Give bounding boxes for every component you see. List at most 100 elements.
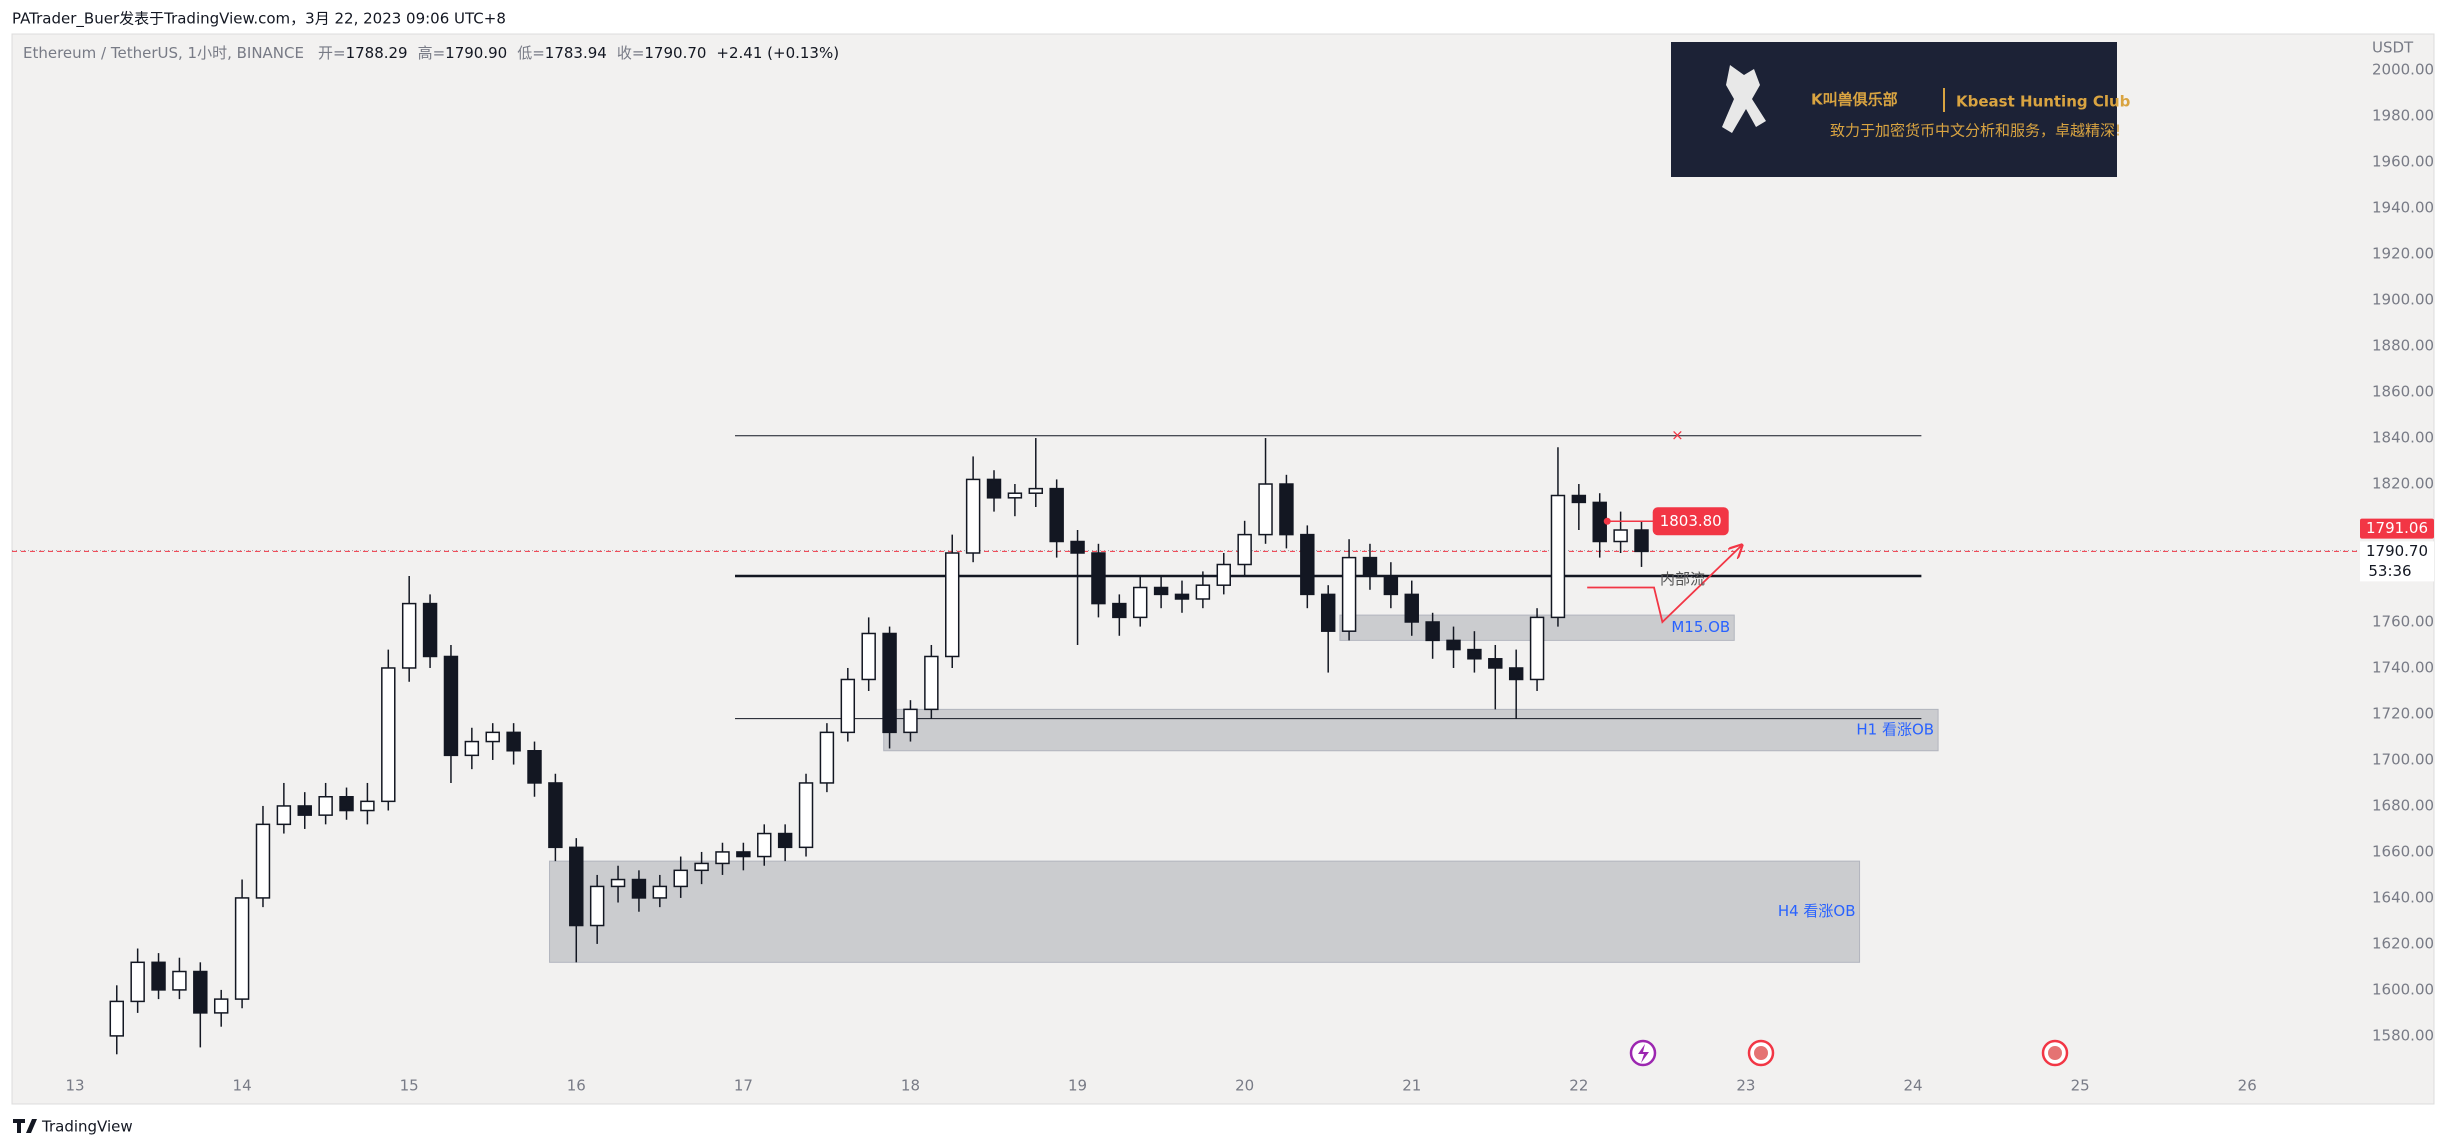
y-tick-label: 1700.00	[2372, 750, 2434, 768]
x-tick-label: 25	[2071, 1077, 2090, 1095]
zone-label: H1 看涨OB	[1856, 721, 1934, 739]
candle-body	[1153, 586, 1169, 596]
legend-key: 高=	[418, 44, 446, 62]
x-tick-label: 15	[400, 1077, 419, 1095]
candle-body	[422, 602, 438, 658]
footer: TradingView	[41, 1118, 133, 1136]
candle-body	[736, 851, 751, 858]
candle-body	[589, 885, 605, 927]
alert-label: 1803.80	[1660, 512, 1722, 530]
candle-body	[130, 961, 145, 1003]
logo-tagline: 致力于加密货币中文分析和服务，卓越精深!	[1830, 122, 2121, 140]
legend-value: 1790.90	[445, 44, 507, 62]
candle-body	[1467, 648, 1482, 660]
countdown: 53:36	[2368, 562, 2411, 580]
candle-body	[903, 708, 918, 734]
candle-body	[986, 478, 1002, 499]
legend-value: 1783.94	[545, 44, 607, 62]
candle-body	[527, 750, 542, 784]
logo-banner: K叫兽俱乐部 Kbeast Hunting Club 致力于加密货币中文分析和服…	[1671, 42, 2131, 177]
candle-body	[1300, 533, 1315, 596]
x-tick-label: 17	[734, 1077, 753, 1095]
header: PATrader_Buer发表于TradingView.com，3月 22, 2…	[12, 10, 506, 29]
candle-body	[1383, 575, 1399, 596]
event-icon-glyph	[1754, 1046, 1768, 1060]
logo-figure	[1722, 65, 1766, 133]
x-tick-label: 23	[1736, 1077, 1755, 1095]
zone-label: H4 看涨OB	[1778, 902, 1856, 920]
candle-body	[882, 632, 897, 734]
candle-body	[1529, 616, 1545, 681]
candle-body	[318, 795, 333, 816]
candle-body	[1007, 492, 1023, 499]
candle-body	[1049, 487, 1064, 543]
y-tick-label: 1640.00	[2372, 888, 2434, 906]
y-tick-label: 1600.00	[2372, 980, 2434, 998]
candle-body	[1195, 584, 1211, 600]
candle-body	[548, 782, 563, 849]
event-icon-glyph	[1638, 1044, 1649, 1063]
candle-body	[297, 805, 312, 816]
candle-body	[1446, 639, 1461, 651]
symbol-legend: Ethereum / TetherUS, 1小时, BINANCE 开=1788.…	[23, 44, 839, 62]
candle-body	[1488, 658, 1503, 669]
order-block-zone	[883, 708, 1939, 752]
candle-body	[652, 885, 668, 899]
cross-marker: ×	[1671, 426, 1684, 444]
candle-body	[610, 878, 626, 888]
x-tick-label: 16	[567, 1077, 586, 1095]
logo-title: K叫兽俱乐部	[1811, 91, 1898, 109]
y-tick-label: 1660.00	[2372, 842, 2434, 860]
candle-body	[1341, 556, 1357, 632]
y-tick-label: 2000.00	[2372, 61, 2434, 79]
candle-body	[193, 970, 208, 1014]
candle-body	[1571, 494, 1587, 504]
candle-body	[798, 782, 814, 849]
symbol: Ethereum / TetherUS, 1小时, BINANCE	[23, 44, 304, 62]
candle-body	[631, 878, 647, 899]
candle-body	[1404, 593, 1419, 623]
event-icons	[1629, 1039, 2069, 1067]
candle-body	[569, 846, 584, 927]
candle-body	[234, 897, 250, 1000]
candle-body	[757, 832, 772, 858]
candle-body	[213, 998, 229, 1014]
zone-label: M15.OB	[1671, 618, 1730, 636]
candle-body	[339, 795, 354, 812]
legend-value: 1790.70	[644, 44, 706, 62]
candle-body	[1091, 552, 1106, 605]
candle-body	[924, 655, 939, 711]
legend-key: 收=	[617, 44, 645, 62]
legend-key: 开=	[318, 44, 346, 62]
y-tick-label: 1720.00	[2372, 704, 2434, 722]
candle-body	[840, 678, 856, 734]
candle-body	[464, 740, 480, 757]
x-tick-label: 24	[1903, 1077, 1922, 1095]
candle-body	[819, 731, 835, 784]
footer-logo	[13, 1119, 37, 1133]
y-tick-label: 1860.00	[2372, 383, 2434, 401]
legend-key: 低=	[517, 44, 545, 62]
candle-body	[1425, 621, 1440, 642]
candle-body	[1216, 563, 1231, 586]
candle-body	[1112, 602, 1127, 619]
candle-body	[673, 869, 688, 888]
candle-body	[506, 731, 521, 752]
projection-label: 内部流	[1660, 570, 1705, 588]
x-tick-label: 20	[1235, 1077, 1254, 1095]
candle-body	[715, 851, 730, 865]
x-tick-label: 26	[2238, 1077, 2257, 1095]
y-tick-label: 1900.00	[2372, 291, 2434, 309]
y-tick-label: 1740.00	[2372, 658, 2434, 676]
x-tick-label: 18	[901, 1077, 920, 1095]
candle-body	[276, 805, 292, 826]
y-tick-label: 1820.00	[2372, 475, 2434, 493]
candle-body	[151, 961, 166, 991]
candle-body	[1258, 483, 1273, 536]
projection-path	[1587, 546, 1741, 624]
candle-body	[1237, 533, 1252, 566]
y-tick-label: 1620.00	[2372, 934, 2434, 952]
candle-body	[1634, 529, 1649, 553]
y-tick-label: 1760.00	[2372, 612, 2434, 630]
